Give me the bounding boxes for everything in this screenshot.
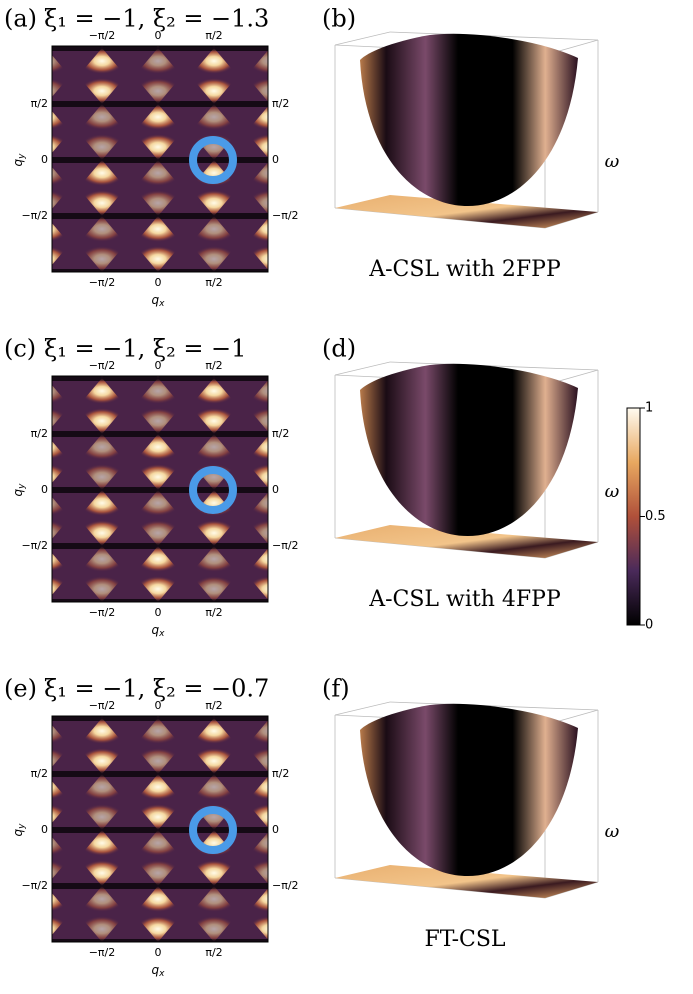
y-axis-label-sub: y — [17, 823, 27, 830]
heatmap-lobe — [248, 352, 292, 378]
heatmap-body — [18, 22, 298, 298]
z-axis-label: ω — [605, 821, 620, 842]
surface-plot — [335, 362, 598, 558]
y-axis-label: qy — [11, 153, 27, 167]
panel-label: (d) — [322, 335, 356, 363]
x-tick-label: 0 — [155, 699, 162, 712]
x-axis-label: qx — [152, 623, 166, 639]
x-tick-label: −π/2 — [89, 276, 116, 289]
x-tick-label: 0 — [155, 359, 162, 372]
panel-label: (b) — [322, 5, 356, 33]
heatmap-body — [18, 352, 298, 628]
y-tick-label: π/2 — [31, 767, 48, 780]
surface-caption: A-CSL with 4FPP — [368, 587, 561, 612]
x-tick-label: −π/2 — [89, 606, 116, 619]
y-tick-label: 0 — [272, 483, 279, 496]
y-tick-label: 0 — [272, 823, 279, 836]
x-axis-label: qx — [152, 963, 166, 979]
box-edge — [335, 702, 390, 715]
heatmap — [18, 692, 298, 968]
x-tick-label: π/2 — [205, 29, 222, 42]
figure: (a)ξ₁ = −1, ξ₂ = −1.3(b)−π/2−π/2−π/2−π/2… — [0, 0, 693, 994]
y-tick-label: 0 — [272, 153, 279, 166]
x-tick-label: 0 — [155, 606, 162, 619]
colorbar-tick-label: 0 — [645, 618, 653, 633]
panel-label: (e) — [4, 675, 37, 703]
y-tick-label: −π/2 — [21, 879, 48, 892]
x-tick-label: 0 — [155, 29, 162, 42]
surface-plot — [335, 702, 598, 898]
colorbar-tick-label: 1 — [645, 401, 653, 416]
box-edge — [335, 362, 390, 375]
x-tick-label: π/2 — [205, 946, 222, 959]
z-axis-label: ω — [605, 151, 620, 172]
y-tick-label: 0 — [41, 153, 48, 166]
x-axis-label: qx — [152, 293, 166, 309]
heatmap-lobe — [248, 272, 292, 298]
x-axis-label-sub: x — [158, 629, 165, 639]
x-tick-label: −π/2 — [89, 29, 116, 42]
y-tick-label: π/2 — [31, 97, 48, 110]
heatmap-lobe — [24, 272, 68, 298]
surface-plot — [335, 32, 598, 228]
y-tick-label: −π/2 — [272, 209, 299, 222]
x-tick-label: 0 — [155, 946, 162, 959]
y-axis-label-sub: y — [17, 483, 27, 490]
x-tick-label: 0 — [155, 276, 162, 289]
y-tick-label: −π/2 — [272, 879, 299, 892]
colorbar — [627, 408, 640, 625]
y-tick-label: π/2 — [272, 767, 289, 780]
heatmap — [18, 352, 298, 628]
heatmap-lobe — [248, 602, 292, 628]
y-axis-label: qy — [11, 483, 27, 497]
x-tick-label: −π/2 — [89, 946, 116, 959]
x-axis-label-sub: x — [158, 969, 165, 979]
y-axis-label-sub: y — [17, 153, 27, 160]
heatmap-lobe — [248, 942, 292, 968]
panel-label: (a) — [4, 5, 37, 33]
y-tick-label: π/2 — [272, 427, 289, 440]
surface-caption: FT-CSL — [424, 927, 505, 952]
x-tick-label: π/2 — [205, 606, 222, 619]
heatmap-lobe — [24, 942, 68, 968]
heatmap — [18, 22, 298, 298]
y-tick-label: π/2 — [272, 97, 289, 110]
x-tick-label: −π/2 — [89, 699, 116, 712]
y-tick-label: −π/2 — [272, 539, 299, 552]
y-tick-label: 0 — [41, 823, 48, 836]
surface-caption: A-CSL with 2FPP — [368, 257, 561, 282]
panel-label: (c) — [4, 335, 36, 363]
x-axis-label-sub: x — [158, 299, 165, 309]
colorbar-tick-label: 0.5 — [645, 509, 666, 524]
x-tick-label: π/2 — [205, 276, 222, 289]
x-tick-label: −π/2 — [89, 359, 116, 372]
heatmap-lobe — [24, 602, 68, 628]
y-tick-label: −π/2 — [21, 209, 48, 222]
y-axis-label: qy — [11, 823, 27, 837]
x-tick-label: π/2 — [205, 699, 222, 712]
y-tick-label: π/2 — [31, 427, 48, 440]
y-tick-label: −π/2 — [21, 539, 48, 552]
heatmap-body — [18, 692, 298, 968]
box-edge — [335, 32, 390, 45]
x-tick-label: π/2 — [205, 359, 222, 372]
panel-label: (f) — [322, 675, 350, 703]
y-tick-label: 0 — [41, 483, 48, 496]
z-axis-label: ω — [605, 481, 620, 502]
